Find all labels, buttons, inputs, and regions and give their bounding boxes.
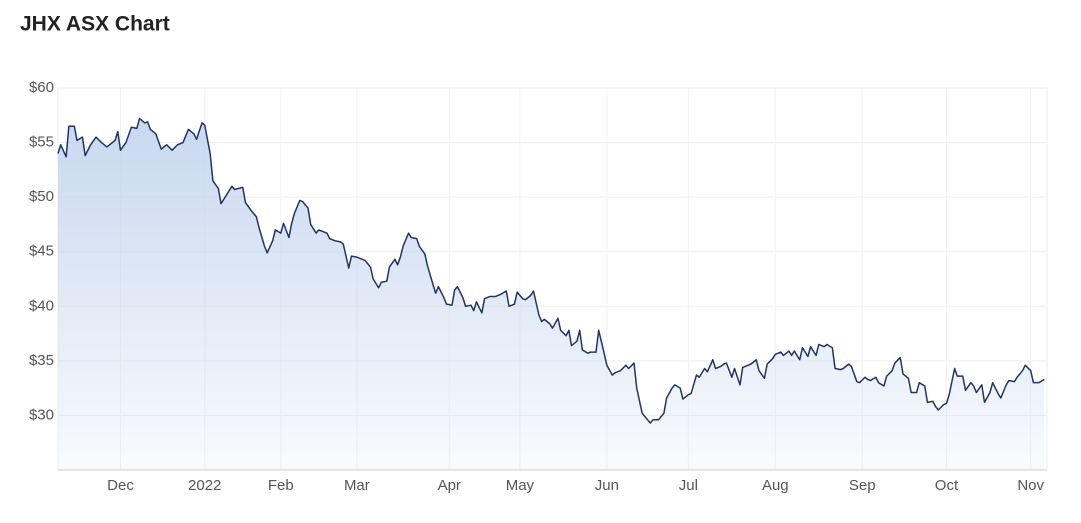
x-tick-label: Nov bbox=[1017, 477, 1044, 494]
y-tick-label: $45 bbox=[29, 243, 54, 260]
x-tick-label: Feb bbox=[268, 477, 294, 494]
x-tick-label: 2022 bbox=[188, 477, 221, 494]
y-tick-label: $55 bbox=[29, 134, 54, 151]
area bbox=[58, 118, 1045, 470]
y-tick-label: $30 bbox=[29, 406, 54, 423]
x-tick-label: Apr bbox=[438, 477, 461, 494]
y-tick-label: $35 bbox=[29, 352, 54, 369]
x-tick-label: Jun bbox=[595, 477, 619, 494]
y-tick-label: $60 bbox=[29, 79, 54, 96]
y-tick-label: $40 bbox=[29, 297, 54, 314]
x-tick-label: Mar bbox=[344, 477, 370, 494]
x-tick-label: Dec bbox=[107, 477, 134, 494]
x-tick-label: Jul bbox=[679, 477, 698, 494]
x-tick-label: Sep bbox=[849, 477, 876, 494]
x-tick-label: Aug bbox=[762, 477, 789, 494]
x-tick-label: Oct bbox=[935, 477, 959, 494]
price-line bbox=[57, 117, 1045, 424]
y-tick-label: $50 bbox=[29, 188, 54, 205]
chart-title: JHX ASX Chart bbox=[20, 13, 170, 36]
x-tick-label: May bbox=[506, 477, 535, 494]
